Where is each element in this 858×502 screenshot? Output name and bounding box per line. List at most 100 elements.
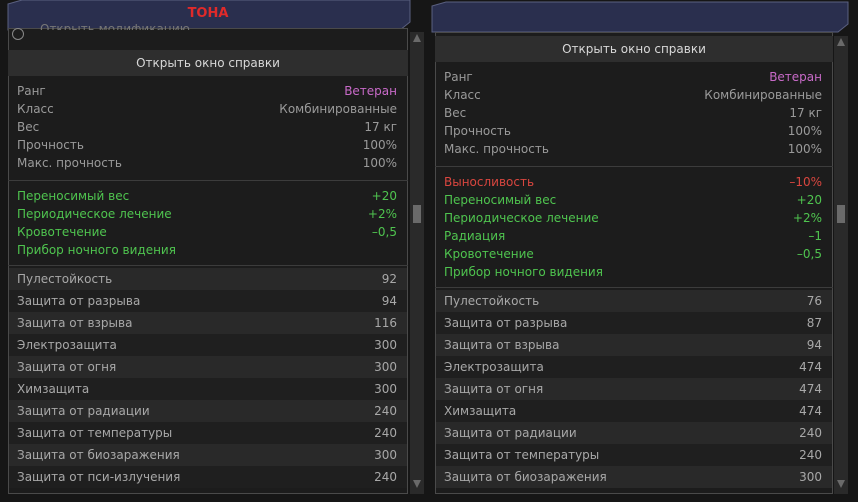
stat-label: Защита от биозаражения bbox=[444, 470, 607, 484]
info-label: Класс bbox=[17, 102, 54, 116]
option-label[interactable]: Открыть модификацию bbox=[40, 22, 190, 30]
stat-label: Защита от температуры bbox=[17, 426, 173, 440]
stat-label: Защита от взрыва bbox=[17, 316, 133, 330]
effect-label: Периодическое лечение bbox=[17, 207, 172, 221]
info-label: Прочность bbox=[444, 124, 511, 138]
stat-value: 87 bbox=[806, 316, 822, 330]
stat-value: 240 bbox=[374, 404, 397, 418]
stat-row bbox=[436, 378, 832, 400]
info-label: Класс bbox=[444, 88, 481, 102]
scroll-up[interactable] bbox=[837, 38, 845, 46]
stat-row bbox=[9, 356, 407, 378]
panel-title: ТОНА bbox=[187, 6, 229, 21]
info-value: 100% bbox=[787, 142, 822, 156]
effect-value: –1 bbox=[808, 229, 822, 243]
stat-label: Защита от радиации bbox=[444, 426, 577, 440]
stat-row bbox=[9, 422, 407, 444]
effect-value: +2% bbox=[792, 211, 822, 225]
stat-row bbox=[436, 334, 832, 356]
stat-row bbox=[9, 290, 407, 312]
scrollbar[interactable] bbox=[410, 32, 424, 494]
stat-value: 474 bbox=[799, 404, 822, 418]
stat-value: 240 bbox=[799, 426, 822, 440]
stat-row bbox=[9, 334, 407, 356]
info-value: 100% bbox=[787, 124, 822, 138]
stat-value: 94 bbox=[806, 338, 822, 352]
scroll-thumb[interactable] bbox=[837, 205, 845, 223]
scroll-up[interactable] bbox=[413, 34, 421, 42]
info-value: 17 кг bbox=[789, 106, 822, 120]
stat-label: Химзащита bbox=[444, 404, 517, 418]
divider bbox=[8, 265, 408, 266]
stat-value: 474 bbox=[799, 360, 822, 374]
stat-row bbox=[9, 400, 407, 422]
stat-label: Защита от температуры bbox=[444, 448, 600, 462]
help-button[interactable]: Открыть окно справки bbox=[8, 50, 408, 76]
stat-value: 300 bbox=[374, 382, 397, 396]
effect-value: –0,5 bbox=[796, 247, 822, 261]
option-radio[interactable] bbox=[12, 28, 24, 40]
stat-value: 240 bbox=[799, 448, 822, 462]
stat-value: 116 bbox=[374, 316, 397, 330]
stat-label: Химзащита bbox=[17, 382, 90, 396]
stat-row bbox=[436, 312, 832, 334]
effect-value: –0,5 bbox=[371, 225, 397, 239]
scrollbar[interactable] bbox=[834, 36, 848, 494]
stat-row bbox=[9, 268, 407, 290]
header-bar bbox=[431, 1, 849, 33]
stat-row bbox=[436, 290, 832, 312]
divider bbox=[435, 166, 833, 167]
effect-label: Кровотечение bbox=[444, 247, 534, 261]
info-label: Ранг bbox=[17, 84, 46, 98]
stat-label: Пулестойкость bbox=[17, 272, 113, 286]
effect-label: Прибор ночного видения bbox=[444, 265, 603, 279]
info-value: Ветеран bbox=[344, 84, 397, 98]
stat-value: 76 bbox=[806, 294, 822, 308]
effect-value: +2% bbox=[367, 207, 397, 221]
effect-label: Кровотечение bbox=[17, 225, 107, 239]
info-label: Прочность bbox=[17, 138, 84, 152]
info-label: Вес bbox=[17, 120, 40, 134]
effect-label: Переносимый вес bbox=[444, 193, 557, 207]
scroll-thumb[interactable] bbox=[413, 205, 421, 223]
help-button[interactable]: Открыть окно справки bbox=[435, 36, 833, 62]
info-value: Комбинированные bbox=[704, 88, 822, 102]
divider bbox=[435, 287, 833, 288]
info-value: 100% bbox=[362, 138, 397, 152]
info-label: Вес bbox=[444, 106, 467, 120]
stat-label: Защита от радиации bbox=[17, 404, 150, 418]
stat-value: 300 bbox=[799, 470, 822, 484]
effect-value: +20 bbox=[796, 193, 822, 207]
scroll-down[interactable] bbox=[413, 480, 421, 488]
effect-label: Выносливость bbox=[444, 175, 535, 189]
stat-label: Защита от биозаражения bbox=[17, 448, 180, 462]
scroll-down[interactable] bbox=[837, 480, 845, 488]
stat-label: Пулестойкость bbox=[444, 294, 540, 308]
stat-value: 240 bbox=[374, 470, 397, 484]
effect-value: +20 bbox=[371, 189, 397, 203]
stat-label: Защита от огня bbox=[17, 360, 117, 374]
info-label: Макс. прочность bbox=[444, 142, 549, 156]
stat-label: Защита от огня bbox=[444, 382, 544, 396]
effect-label: Переносимый вес bbox=[17, 189, 130, 203]
stat-value: 92 bbox=[381, 272, 397, 286]
stat-row bbox=[9, 444, 407, 466]
info-value: Ветеран bbox=[769, 70, 822, 84]
stat-row bbox=[436, 400, 832, 422]
stat-row bbox=[436, 356, 832, 378]
stat-row bbox=[436, 422, 832, 444]
stat-label: Защита от разрыва bbox=[444, 316, 568, 330]
effect-label: Периодическое лечение bbox=[444, 211, 599, 225]
info-label: Макс. прочность bbox=[17, 156, 122, 170]
effect-label: Радиация bbox=[444, 229, 506, 243]
divider bbox=[8, 180, 408, 181]
stat-row bbox=[436, 444, 832, 466]
stat-value: 474 bbox=[799, 382, 822, 396]
info-label: Ранг bbox=[444, 70, 473, 84]
stat-value: 300 bbox=[374, 360, 397, 374]
stat-row bbox=[9, 466, 407, 488]
stat-label: Электрозащита bbox=[444, 360, 544, 374]
stat-row bbox=[9, 378, 407, 400]
effect-value: –10% bbox=[789, 175, 822, 189]
